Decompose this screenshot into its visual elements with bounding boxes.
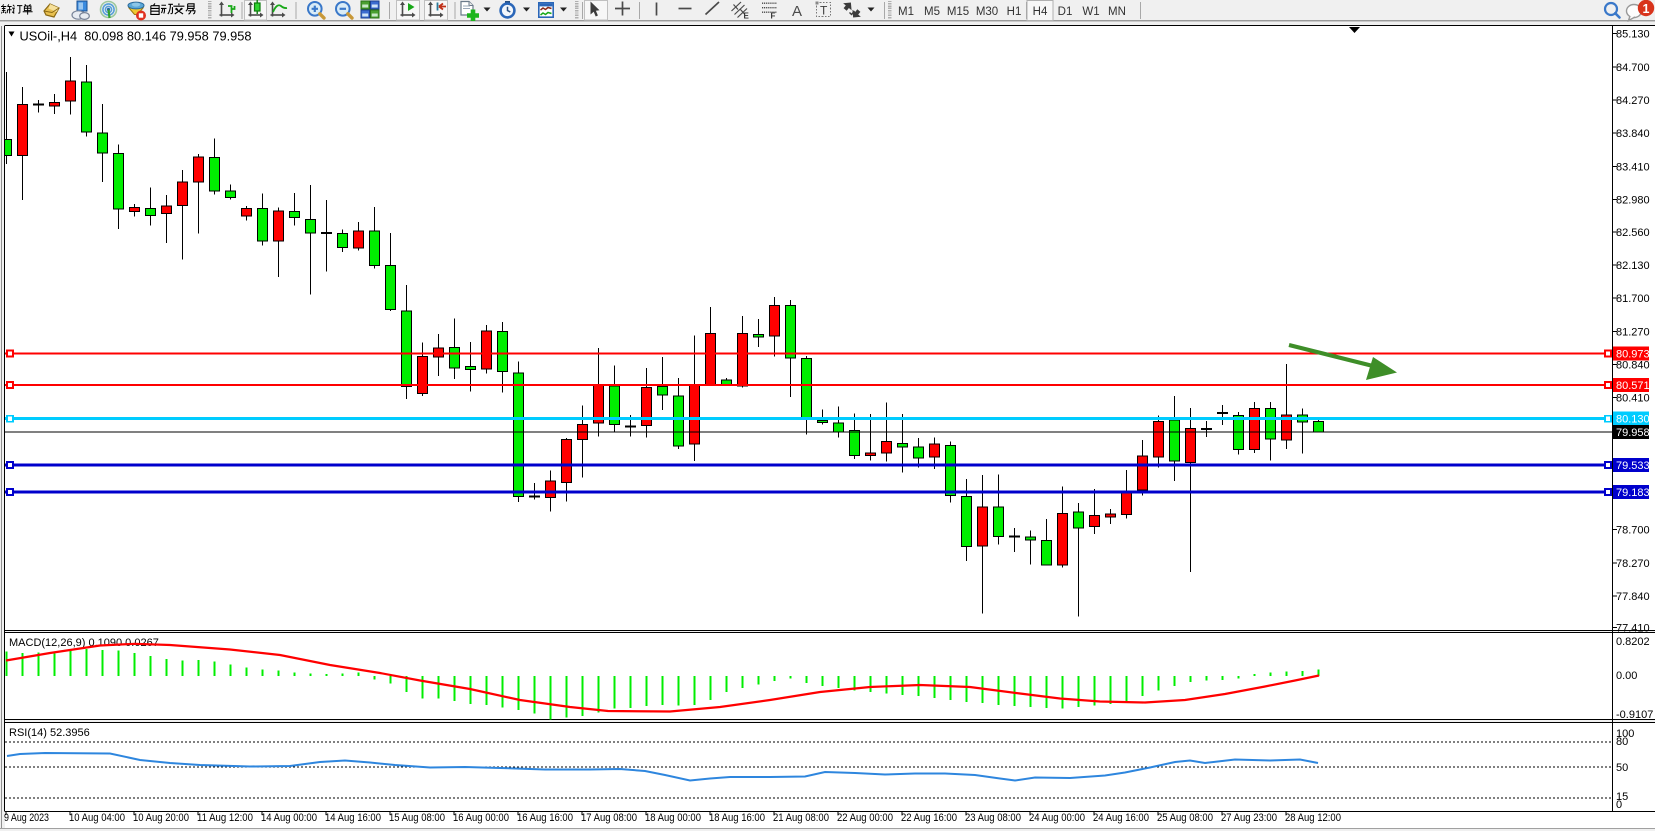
svg-text:84.270: 84.270 [1616, 95, 1650, 107]
svg-text:82.130: 82.130 [1616, 260, 1650, 272]
svg-text:E: E [744, 12, 750, 21]
svg-text:81.270: 81.270 [1616, 326, 1650, 338]
svg-text:100: 100 [1616, 728, 1634, 740]
svg-text:80: 80 [1616, 736, 1628, 748]
svg-text:15: 15 [1616, 791, 1628, 803]
svg-text:10 Aug 04:00: 10 Aug 04:00 [69, 812, 125, 824]
svg-text:82.560: 82.560 [1616, 227, 1650, 239]
svg-text:16 Aug 16:00: 16 Aug 16:00 [517, 812, 573, 824]
svg-text:84.700: 84.700 [1616, 62, 1650, 74]
svg-text:24 Aug 16:00: 24 Aug 16:00 [1093, 812, 1149, 824]
svg-text:H4: H4 [1033, 6, 1048, 18]
svg-text:50: 50 [1616, 762, 1628, 774]
svg-text:77.840: 77.840 [1616, 591, 1650, 603]
svg-text:82.980: 82.980 [1616, 195, 1650, 207]
svg-text:77.410: 77.410 [1616, 623, 1650, 635]
svg-text:81.700: 81.700 [1616, 293, 1650, 305]
svg-text:W1: W1 [1082, 6, 1099, 18]
svg-text:F: F [771, 12, 776, 21]
svg-text:80.571: 80.571 [1616, 380, 1650, 392]
svg-text:M1: M1 [898, 6, 914, 18]
svg-text:24 Aug 00:00: 24 Aug 00:00 [1029, 812, 1085, 824]
svg-text:M5: M5 [924, 6, 940, 18]
svg-text:M15: M15 [947, 6, 969, 18]
svg-text:28 Aug 12:00: 28 Aug 12:00 [1285, 812, 1341, 824]
svg-text:80.130: 80.130 [1616, 414, 1650, 426]
svg-text:USOil-,H4 80.098 80.146 79.95: USOil-,H4 80.098 80.146 79.958 79.958 [20, 29, 252, 44]
svg-text:27 Aug 23:00: 27 Aug 23:00 [1221, 812, 1277, 824]
svg-text:RSI(14) 52.3956: RSI(14) 52.3956 [9, 727, 90, 739]
svg-text:11 Aug 12:00: 11 Aug 12:00 [197, 812, 253, 824]
svg-text:10 Aug 20:00: 10 Aug 20:00 [133, 812, 189, 824]
svg-text:A: A [792, 3, 802, 20]
svg-text:79.958: 79.958 [1616, 427, 1650, 439]
svg-text:18 Aug 00:00: 18 Aug 00:00 [645, 812, 701, 824]
svg-text:79.183: 79.183 [1616, 487, 1650, 499]
svg-text:80.840: 80.840 [1616, 360, 1650, 372]
svg-text:MACD(12,26,9) 0.1090 0.0267: MACD(12,26,9) 0.1090 0.0267 [9, 637, 159, 649]
svg-text:78.700: 78.700 [1616, 525, 1650, 537]
svg-text:78.270: 78.270 [1616, 558, 1650, 570]
svg-text:15 Aug 08:00: 15 Aug 08:00 [389, 812, 445, 824]
svg-text:25 Aug 08:00: 25 Aug 08:00 [1157, 812, 1213, 824]
svg-text:79.533: 79.533 [1616, 460, 1650, 472]
svg-text:14 Aug 00:00: 14 Aug 00:00 [261, 812, 317, 824]
svg-text:1: 1 [1643, 2, 1650, 16]
svg-text:22 Aug 00:00: 22 Aug 00:00 [837, 812, 893, 824]
svg-text:14 Aug 16:00: 14 Aug 16:00 [325, 812, 381, 824]
svg-text:85.130: 85.130 [1616, 29, 1650, 41]
svg-text:MN: MN [1108, 6, 1126, 18]
svg-text:80.973: 80.973 [1616, 349, 1650, 361]
svg-text:M30: M30 [976, 6, 998, 18]
svg-text:83.410: 83.410 [1616, 161, 1650, 173]
svg-text:0.00: 0.00 [1616, 670, 1637, 682]
svg-text:D1: D1 [1058, 6, 1073, 18]
svg-text:16 Aug 00:00: 16 Aug 00:00 [453, 812, 509, 824]
svg-text:21 Aug 08:00: 21 Aug 08:00 [773, 812, 829, 824]
svg-text:-0.9107: -0.9107 [1616, 709, 1653, 721]
svg-text:17 Aug 08:00: 17 Aug 08:00 [581, 812, 637, 824]
svg-text:22 Aug 16:00: 22 Aug 16:00 [901, 812, 957, 824]
svg-text:0.8202: 0.8202 [1616, 636, 1650, 648]
svg-text:23 Aug 08:00: 23 Aug 08:00 [965, 812, 1021, 824]
svg-text:83.840: 83.840 [1616, 128, 1650, 140]
svg-text:80.410: 80.410 [1616, 393, 1650, 405]
svg-text:T: T [820, 4, 828, 18]
svg-text:0: 0 [1616, 799, 1622, 811]
svg-text:18 Aug 16:00: 18 Aug 16:00 [709, 812, 765, 824]
svg-text:H1: H1 [1007, 6, 1022, 18]
svg-text:9 Aug 2023: 9 Aug 2023 [4, 812, 49, 824]
